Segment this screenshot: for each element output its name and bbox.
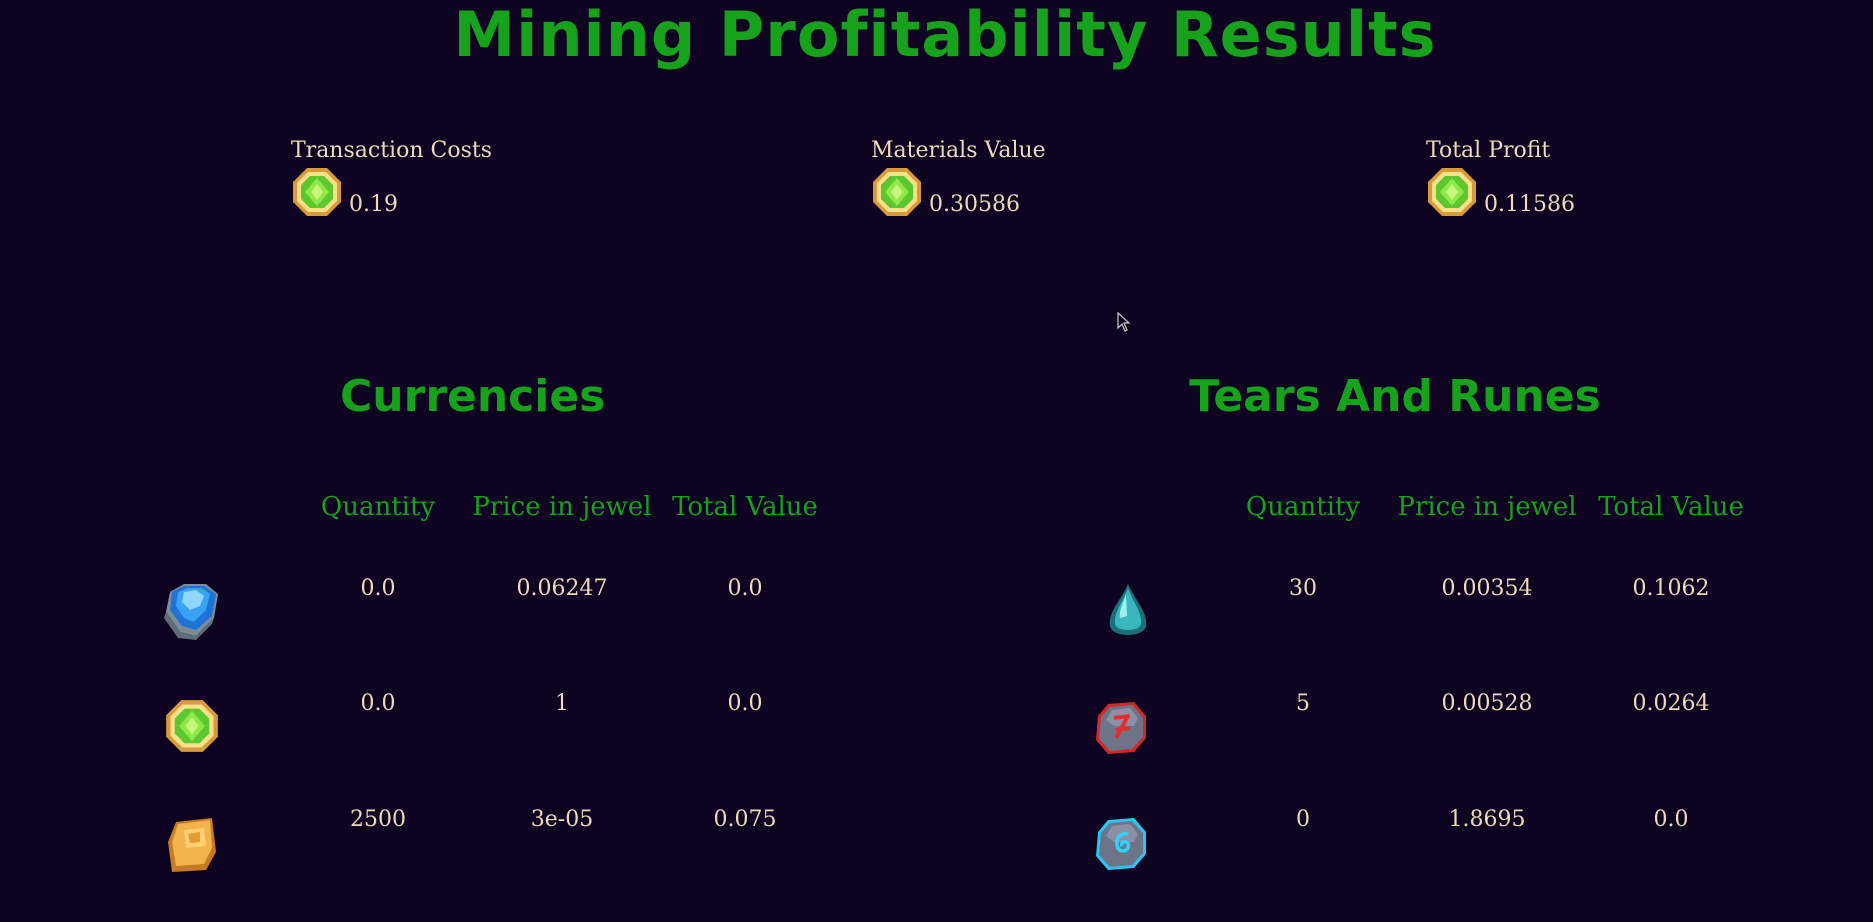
tear-drop-icon <box>1109 584 1147 635</box>
jewel-icon <box>164 698 220 754</box>
currencies-row-1-total: 0.0 <box>727 576 763 601</box>
tears-runes-header-quantity: Quantity <box>1245 492 1361 522</box>
tears-runes-row-2-total: 0.0264 <box>1632 691 1710 716</box>
tears-runes-row-1-quantity: 30 <box>1289 576 1317 601</box>
jewel-icon <box>291 166 343 218</box>
total-profit-value: 0.11586 <box>1484 192 1575 217</box>
total-profit-summary: Total Profit 0.11586 <box>1426 138 1575 218</box>
tears-runes-row-1-total: 0.1062 <box>1632 576 1710 601</box>
transaction-costs-value: 0.19 <box>349 192 398 217</box>
currencies-row-3-price: 3e-05 <box>530 807 594 832</box>
tears-runes-row-3-quantity: 0 <box>1296 807 1310 832</box>
blue-rune-icon <box>1096 818 1146 870</box>
materials-value-summary: Materials Value 0.30586 <box>871 138 1046 218</box>
transaction-costs-label: Transaction Costs <box>291 138 492 163</box>
blue-gem-icon <box>164 584 218 640</box>
materials-value-label: Materials Value <box>871 138 1046 163</box>
materials-value-value: 0.30586 <box>929 192 1020 217</box>
total-profit-label: Total Profit <box>1426 138 1551 163</box>
jewel-icon <box>871 166 923 218</box>
jewel-icon <box>1426 166 1478 218</box>
tears-runes-row-3-price: 1.8695 <box>1448 807 1526 832</box>
red-rune-icon <box>1096 702 1146 754</box>
tears-runes-row-1-price: 0.00354 <box>1441 576 1533 601</box>
currencies-row-2-total: 0.0 <box>727 691 763 716</box>
currencies-row-2-price: 1 <box>555 691 569 716</box>
currencies-row-3-total: 0.075 <box>713 807 777 832</box>
currencies-row-1-price: 0.06247 <box>516 576 608 601</box>
page-title: Mining Profitability Results <box>453 0 1437 71</box>
currencies-row-1-quantity: 0.0 <box>360 576 396 601</box>
currencies-row-3-quantity: 2500 <box>350 807 406 832</box>
currencies-header-total: Total Value <box>672 492 818 522</box>
gold-bar-icon <box>168 818 216 872</box>
currencies-row-2-quantity: 0.0 <box>360 691 396 716</box>
currencies-header-quantity: Quantity <box>320 492 436 522</box>
tears-runes-title: Tears And Runes <box>1189 371 1601 422</box>
tears-runes-header-total: Total Value <box>1598 492 1744 522</box>
tears-runes-header-price: Price in jewel <box>1397 492 1577 522</box>
tears-runes-row-2-price: 0.00528 <box>1441 691 1533 716</box>
tears-runes-row-3-total: 0.0 <box>1653 807 1689 832</box>
currencies-header-price: Price in jewel <box>472 492 652 522</box>
transaction-costs-summary: Transaction Costs 0.19 <box>291 138 492 218</box>
currencies-title: Currencies <box>340 371 606 422</box>
tears-runes-row-2-quantity: 5 <box>1296 691 1310 716</box>
mouse-cursor-icon <box>1117 312 1131 332</box>
